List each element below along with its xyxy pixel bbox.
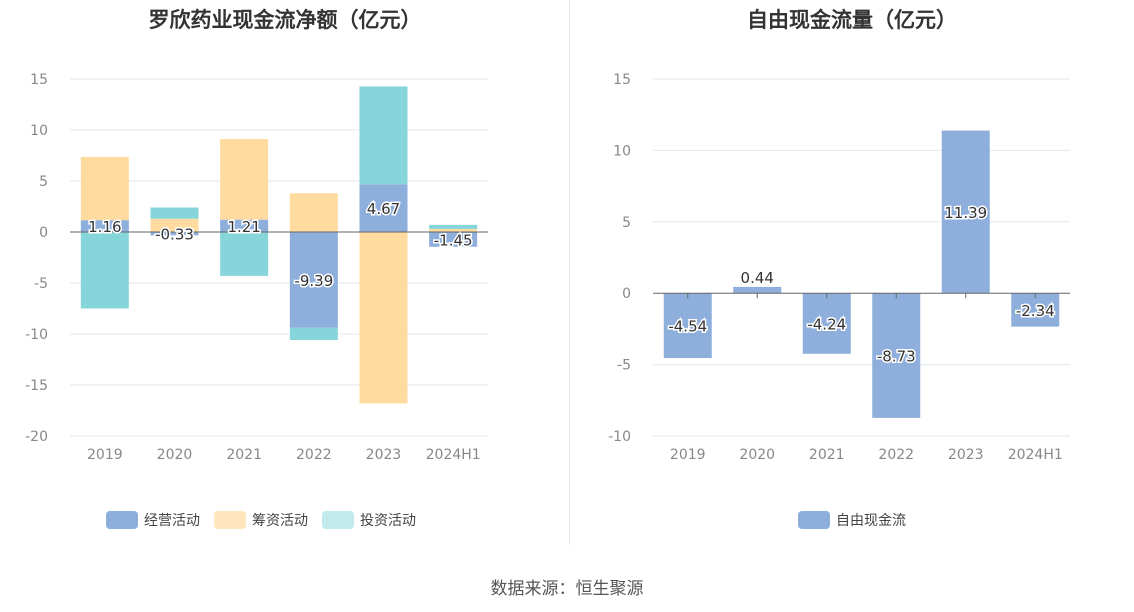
left-data-label: -0.33: [155, 226, 194, 244]
right-data-label: 0.44: [741, 269, 774, 287]
right-x-tick-label: 2021: [809, 447, 845, 463]
bar-financing: [289, 193, 338, 232]
right-data-label: -8.73: [877, 348, 916, 366]
data-source-note: 数据来源：恒生聚源: [490, 579, 644, 599]
bar-free-cash-flow: [663, 293, 712, 359]
legend-label-operating: 经营活动: [144, 513, 200, 529]
legend-swatch-investing: [322, 511, 354, 529]
legend-item-operating[interactable]: 经营活动: [106, 510, 200, 530]
chart-divider: [569, 0, 570, 545]
left-data-label: -9.39: [294, 272, 333, 290]
right-y-tick-label: 10: [613, 143, 631, 159]
left-y-tick-label: 15: [30, 72, 48, 88]
bar-financing: [80, 156, 129, 221]
bar-investing: [429, 224, 478, 229]
bar-operating: [150, 232, 199, 236]
right-y-tick-label: 5: [622, 215, 631, 231]
right-y-tick-label: 0: [622, 286, 631, 302]
bar-free-cash-flow: [872, 293, 921, 418]
left-y-tick-label: -15: [25, 378, 48, 394]
left-legend: 经营活动 筹资活动 投资活动: [106, 510, 430, 530]
left-data-label: 1.16: [88, 218, 121, 236]
left-x-tick-label: 2024H1: [426, 447, 481, 463]
left-y-tick-label: 0: [39, 225, 48, 241]
legend-item-investing[interactable]: 投资活动: [322, 510, 416, 530]
bar-financing: [150, 218, 199, 232]
left-x-tick-label: 2022: [296, 447, 332, 463]
right-y-tick-label: 15: [613, 72, 631, 88]
legend-item-financing[interactable]: 筹资活动: [214, 510, 308, 530]
right-x-tick-label: 2023: [948, 447, 984, 463]
right-y-tick-label: -5: [617, 358, 631, 374]
left-y-tick-label: 10: [30, 123, 48, 139]
legend-label-free-cash-flow: 自由现金流: [836, 513, 906, 529]
bar-free-cash-flow: [1011, 293, 1060, 327]
legend-item-free-cash-flow[interactable]: 自由现金流: [798, 510, 906, 530]
right-chart-title: 自由现金流量（亿元）: [747, 8, 957, 32]
bar-financing: [429, 228, 478, 232]
right-data-label: -4.54: [668, 318, 707, 336]
right-y-tick-label: -10: [608, 429, 631, 445]
bar-investing: [80, 232, 129, 309]
left-y-tick-label: 5: [39, 174, 48, 190]
bar-investing: [359, 86, 408, 185]
right-x-tick-label: 2019: [670, 447, 706, 463]
right-x-tick-label: 2022: [878, 447, 914, 463]
bar-operating: [80, 220, 129, 232]
right-data-label: -4.24: [807, 315, 846, 333]
bar-financing: [220, 139, 269, 220]
left-x-tick-label: 2023: [366, 447, 402, 463]
left-data-label: -1.45: [434, 231, 473, 249]
bar-free-cash-flow: [802, 293, 851, 354]
left-y-tick-label: -5: [34, 276, 48, 292]
right-data-label: 11.39: [944, 204, 987, 222]
left-x-tick-label: 2021: [226, 447, 262, 463]
bar-investing: [289, 327, 338, 341]
left-chart-title: 罗欣药业现金流净额（亿元）: [148, 8, 422, 32]
right-data-label: -2.34: [1016, 302, 1055, 320]
bar-free-cash-flow: [941, 130, 990, 294]
legend-swatch-free-cash-flow: [798, 511, 830, 529]
legend-label-investing: 投资活动: [360, 513, 416, 529]
right-x-tick-label: 2020: [739, 447, 775, 463]
bar-investing: [220, 232, 269, 276]
bar-operating: [289, 232, 338, 328]
left-y-tick-label: -20: [25, 429, 48, 445]
left-data-label: 4.67: [367, 200, 400, 218]
left-x-tick-label: 2020: [157, 447, 193, 463]
bar-operating: [220, 219, 269, 232]
left-data-label: 1.21: [227, 218, 260, 236]
free-cash-flow-chart: 15 10 5 0 -5 -10 2019 -4.54 2020 0.44 2021 -4.24 202…: [608, 72, 1070, 463]
bar-financing: [359, 232, 408, 404]
legend-label-financing: 筹资活动: [252, 513, 308, 529]
legend-swatch-operating: [106, 511, 138, 529]
bar-operating: [429, 232, 478, 247]
left-y-tick-label: -10: [25, 327, 48, 343]
legend-swatch-financing: [214, 511, 246, 529]
bar-investing: [150, 207, 199, 219]
right-legend: 自由现金流: [798, 510, 920, 530]
right-x-tick-label: 2024H1: [1008, 447, 1063, 463]
cash-flow-chart: 15 10 5 0 -5 -10 -15 -20 2019 1.16 2020 -0.33 2021 1.…: [25, 72, 488, 463]
left-x-tick-label: 2019: [87, 447, 123, 463]
bar-operating: [359, 184, 408, 232]
bar-free-cash-flow: [733, 286, 782, 294]
